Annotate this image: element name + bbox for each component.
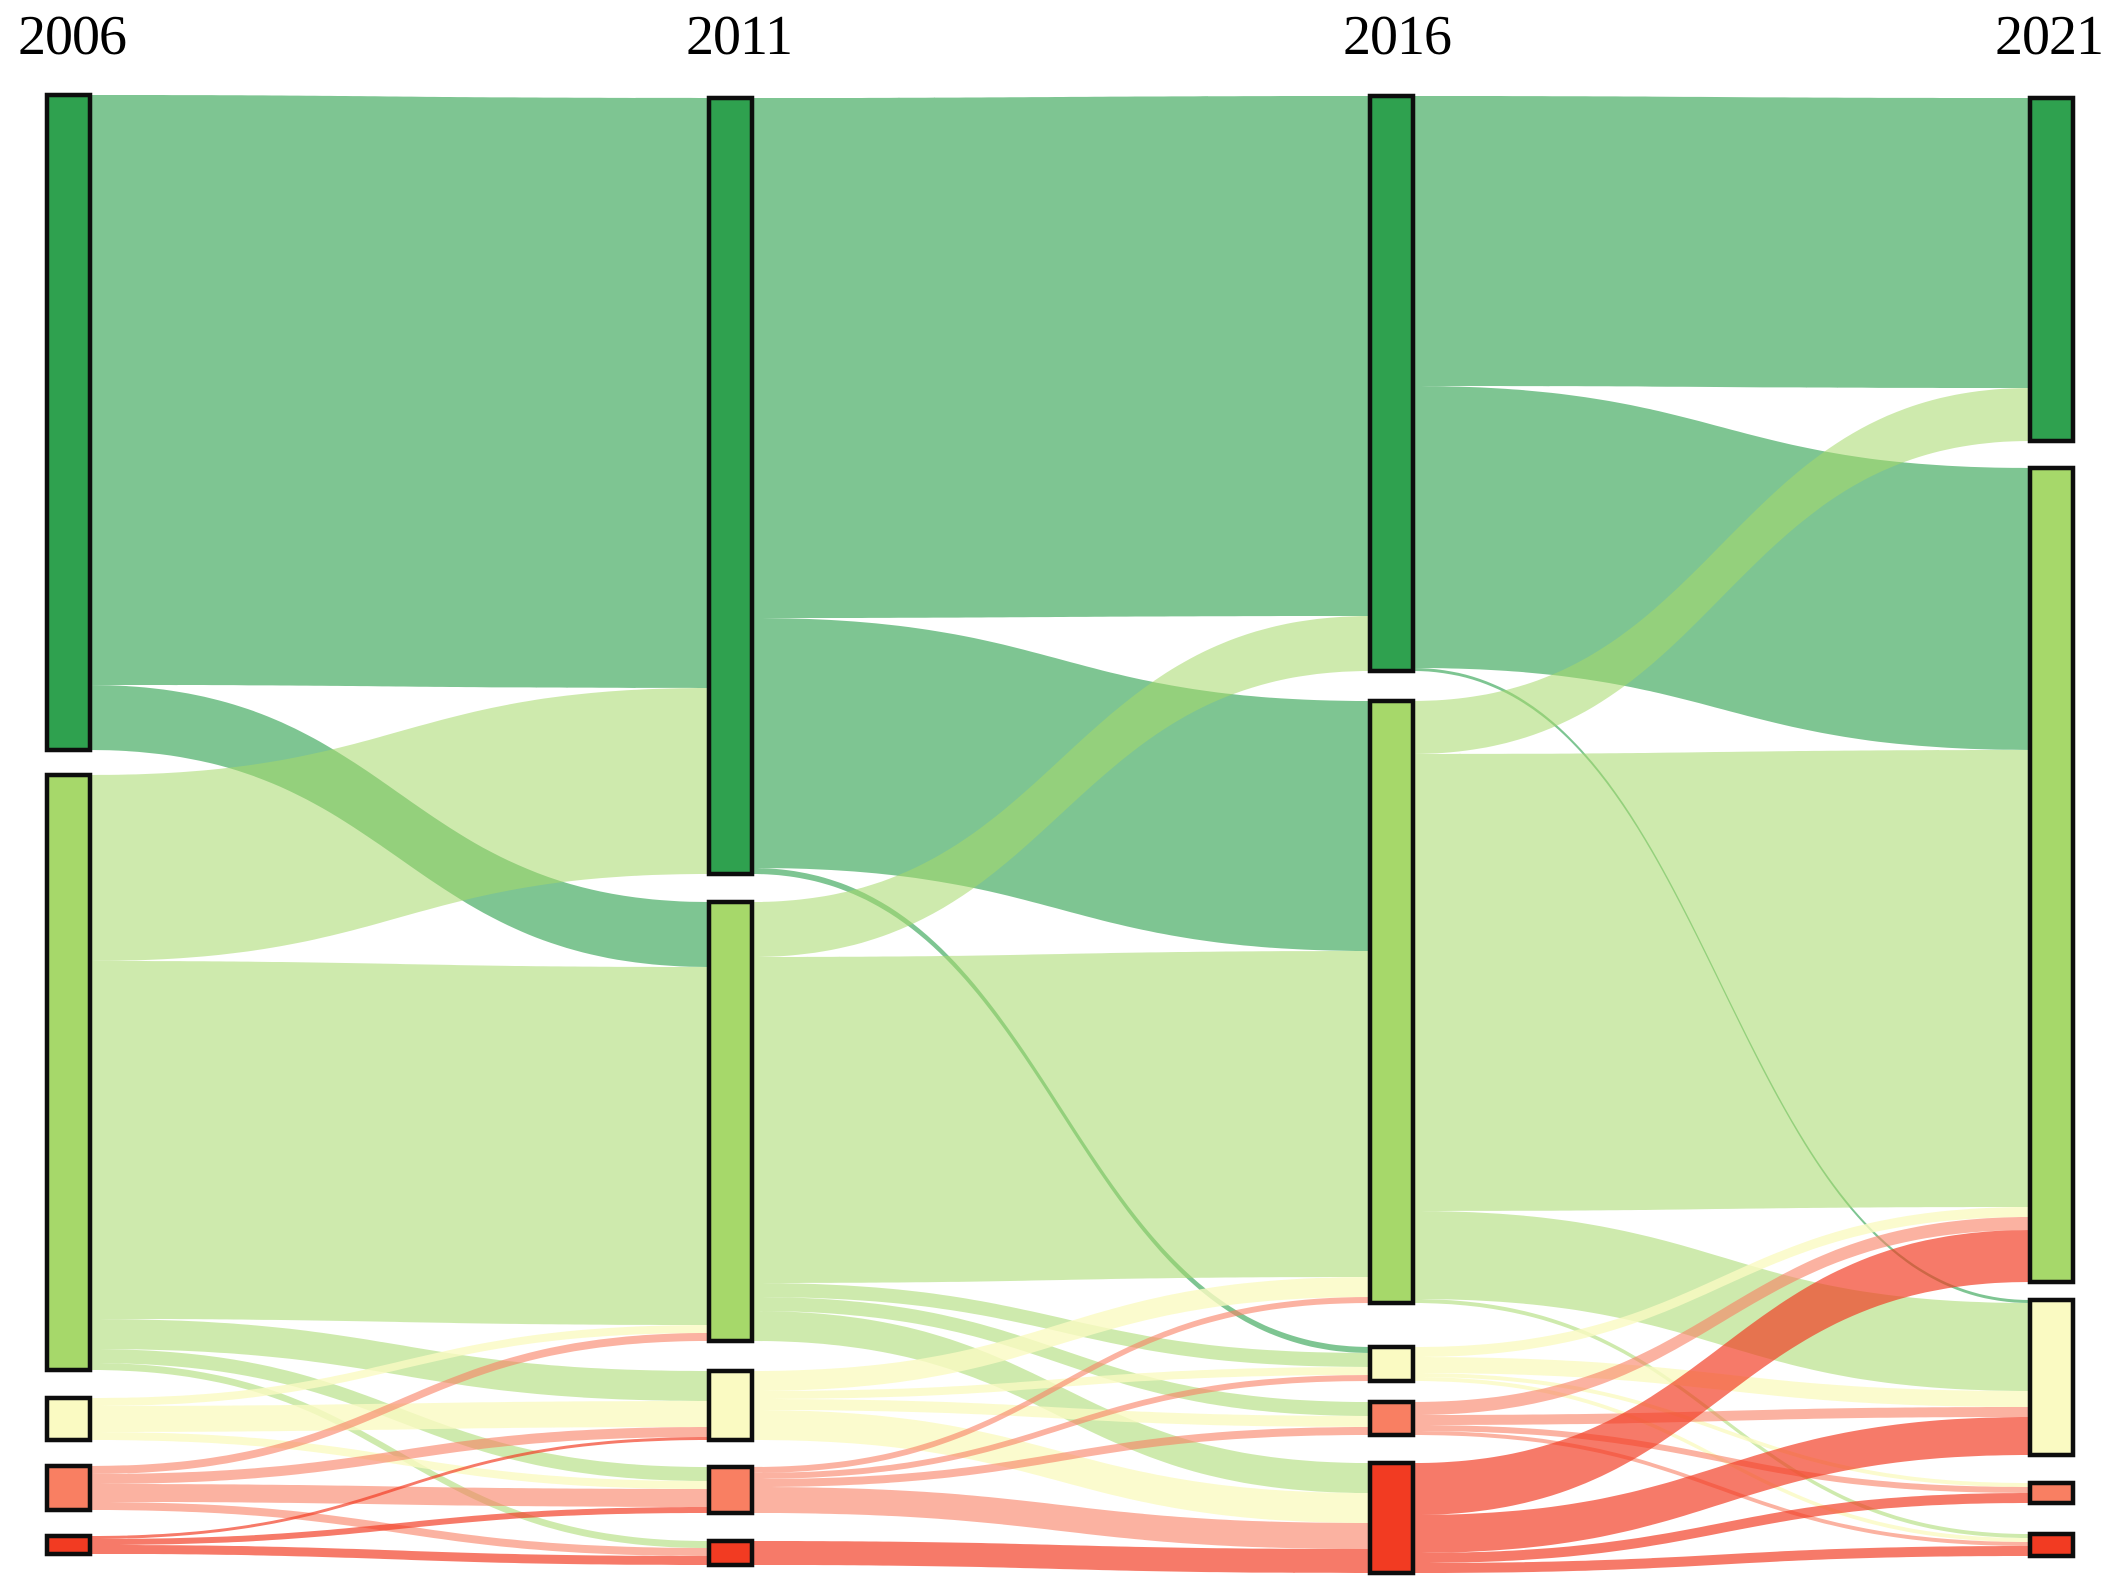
year-label-2016: 2016 [1343,5,1452,67]
year-label-2011: 2011 [686,5,793,67]
flow-2006-salmon-to-2011-light-green [90,1333,709,1474]
node-2006-pale-yellow [44,1395,93,1443]
flow-2011-salmon-to-2016-pale-yellow [752,1375,1370,1479]
flow-2016-dark-green-to-2021-dark-green [1413,96,2030,388]
node-2016-pale-yellow [1367,1344,1416,1384]
flow-2011-salmon-to-2016-light-green [752,1297,1370,1473]
flow-2006-light-green-to-2011-dark-green [90,688,709,961]
node-2011-light-green [706,899,755,1344]
flow-2006-red-to-2011-red [90,1545,709,1565]
flow-2011-pale-yellow-to-2016-salmon [752,1399,1370,1427]
flow-2006-red-to-2011-salmon [90,1507,709,1545]
year-label-2021: 2021 [1995,5,2104,67]
node-2006-dark-green [44,92,93,753]
year-label-2006: 2006 [18,5,127,67]
node-2021-red [2027,1531,2076,1559]
flow-2006-salmon-to-2011-salmon [90,1484,709,1507]
flow-2006-light-green-to-2011-light-green [90,961,709,1325]
node-2021-light-green [2027,465,2076,1285]
flow-2011-light-green-to-2016-light-green [752,951,1370,1283]
flow-2016-pale-yellow-to-2021-light-green [1413,1207,2030,1357]
node-2016-dark-green [1367,93,1416,674]
flow-2016-light-green-to-2021-pale-yellow [1413,1211,2030,1391]
flow-2011-salmon-to-2016-salmon [752,1427,1370,1487]
flow-2006-light-green-to-2011-pale-yellow [90,1319,709,1401]
node-2021-pale-yellow [2027,1297,2076,1458]
flow-2016-red-to-2021-light-green [1413,1230,2030,1515]
flow-2016-light-green-to-2021-dark-green [1413,388,2030,754]
flow-2016-red-to-2021-pale-yellow [1413,1417,2030,1553]
flow-2006-pale-yellow-to-2011-light-green [90,1325,709,1406]
flow-2016-light-green-to-2021-light-green [1413,750,2030,1211]
flow-2006-salmon-to-2011-pale-yellow [90,1427,709,1484]
flow-2016-salmon-to-2021-pale-yellow [1413,1407,2030,1425]
flow-2011-dark-green-to-2016-dark-green [752,96,1370,618]
node-2016-light-green [1367,698,1416,1306]
node-2006-salmon [44,1463,93,1513]
node-2021-salmon [2027,1480,2076,1506]
flow-2006-red-to-2011-pale-yellow [90,1437,709,1539]
node-2021-dark-green [2027,95,2076,444]
flow-2016-salmon-to-2021-light-green [1413,1217,2030,1415]
flow-2011-light-green-to-2016-red [752,1311,1370,1493]
node-2011-red [706,1538,755,1568]
flow-2011-light-green-to-2016-dark-green [752,616,1370,957]
flow-2016-pale-yellow-to-2021-salmon [1413,1373,2030,1487]
node-2006-light-green [44,772,93,1373]
flow-2011-red-to-2016-red [752,1541,1370,1573]
node-2016-red [1367,1460,1416,1576]
node-2011-dark-green [706,95,755,877]
node-2011-salmon [706,1464,755,1516]
flow-2016-salmon-to-2021-salmon [1413,1425,2030,1493]
flow-2006-dark-green-to-2011-dark-green [90,95,709,688]
flow-2016-red-to-2021-salmon [1413,1493,2030,1563]
node-2006-red [44,1533,93,1557]
flow-2011-pale-yellow-to-2016-light-green [752,1277,1370,1391]
flow-2011-salmon-to-2016-red [752,1487,1370,1549]
flow-2011-light-green-to-2016-salmon [752,1297,1370,1416]
flow-2011-pale-yellow-to-2016-red [752,1410,1370,1523]
node-2016-salmon [1367,1399,1416,1438]
node-2011-pale-yellow [706,1368,755,1443]
flow-2006-pale-yellow-to-2011-pale-yellow [90,1401,709,1432]
flow-2016-red-to-2021-red [1413,1546,2030,1573]
